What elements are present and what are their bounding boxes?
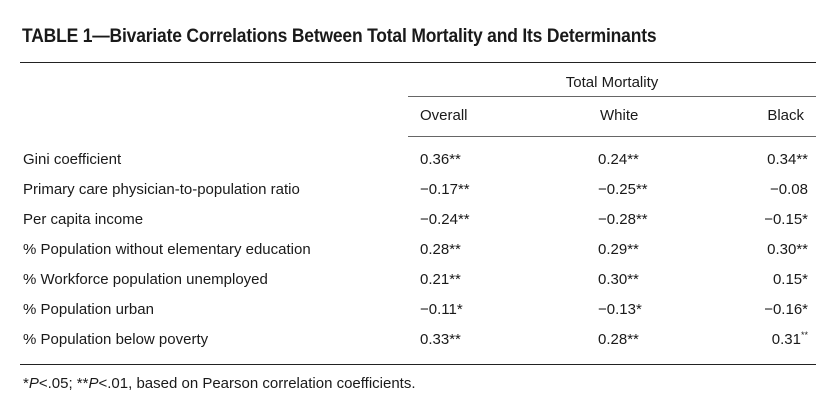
cell-black: 0.34** bbox=[767, 151, 808, 168]
cell-overall: 0.21** bbox=[420, 271, 461, 288]
row-label: Per capita income bbox=[23, 211, 144, 228]
cell-black-sup: ** bbox=[800, 330, 808, 340]
row-label: % Population below poverty bbox=[23, 331, 209, 348]
footnote-threshold-1: <.05; ** bbox=[38, 375, 89, 392]
table-row: Primary care physician-to-population rat… bbox=[0, 179, 824, 209]
cell-white: 0.29** bbox=[598, 241, 639, 258]
cell-black-value: −0.15* bbox=[764, 211, 808, 228]
table-row: % Workforce population unemployed 0.21**… bbox=[0, 269, 824, 299]
cell-black: 0.30** bbox=[767, 241, 808, 258]
cell-overall: 0.28** bbox=[420, 241, 461, 258]
cell-overall: −0.11* bbox=[420, 301, 463, 318]
table-row: % Population below poverty 0.33** 0.28**… bbox=[0, 329, 824, 359]
table-row: Per capita income −0.24** −0.28** −0.15* bbox=[0, 209, 824, 239]
cell-white: −0.13* bbox=[598, 301, 642, 318]
top-rule bbox=[20, 62, 816, 63]
cell-black: 0.31** bbox=[771, 330, 808, 349]
footnote-asterisk: * bbox=[23, 375, 29, 392]
bottom-rule bbox=[20, 364, 816, 365]
cell-black-value: −0.08 bbox=[770, 181, 808, 198]
column-header-black: Black bbox=[767, 107, 804, 124]
cell-black: 0.15* bbox=[773, 271, 808, 288]
footnote-threshold-2: <.01, based on Pearson correlation coeff… bbox=[98, 375, 416, 392]
row-label: % Workforce population unemployed bbox=[23, 271, 268, 288]
cell-black-value: −0.16* bbox=[764, 301, 808, 318]
cell-white: 0.28** bbox=[598, 331, 639, 348]
footnote-p-letter: P bbox=[28, 375, 39, 392]
table-body: Gini coefficient 0.36** 0.24** 0.34** Pr… bbox=[0, 149, 824, 359]
cell-overall: 0.33** bbox=[420, 331, 461, 348]
cell-black-value: 0.30** bbox=[767, 241, 808, 258]
cell-overall: −0.24** bbox=[420, 211, 470, 228]
cell-black-value: 0.15* bbox=[772, 271, 808, 288]
cell-black: −0.15* bbox=[764, 211, 808, 228]
cell-black: −0.16* bbox=[764, 301, 808, 318]
row-label: Primary care physician-to-population rat… bbox=[23, 181, 300, 198]
table-title: TABLE 1—Bivariate Correlations Between T… bbox=[22, 26, 657, 47]
cell-white: −0.25** bbox=[598, 181, 648, 198]
group-header-total-mortality: Total Mortality bbox=[565, 74, 659, 91]
cell-overall: −0.17** bbox=[420, 181, 470, 198]
cell-white: 0.30** bbox=[598, 271, 639, 288]
cell-overall: 0.36** bbox=[420, 151, 461, 168]
cell-black-value: 0.34** bbox=[767, 151, 808, 168]
row-label: % Population urban bbox=[23, 301, 154, 318]
table-row: % Population without elementary educatio… bbox=[0, 239, 824, 269]
row-label: Gini coefficient bbox=[23, 151, 122, 168]
cell-black-value: 0.31 bbox=[771, 331, 801, 348]
cell-black: −0.08 bbox=[770, 181, 808, 198]
table-footnote: *P<.05; **P<.01, based on Pearson correl… bbox=[23, 375, 416, 392]
column-header-overall: Overall bbox=[420, 107, 468, 124]
cell-white: 0.24** bbox=[598, 151, 639, 168]
table-row: Gini coefficient 0.36** 0.24** 0.34** bbox=[0, 149, 824, 179]
cell-white: −0.28** bbox=[598, 211, 648, 228]
group-header-rule bbox=[408, 96, 816, 97]
row-label: % Population without elementary educatio… bbox=[23, 241, 311, 258]
column-header-rule bbox=[408, 136, 816, 137]
column-header-white: White bbox=[600, 107, 639, 124]
footnote-p-letter: P bbox=[88, 375, 99, 392]
table-row: % Population urban −0.11* −0.13* −0.16* bbox=[0, 299, 824, 329]
